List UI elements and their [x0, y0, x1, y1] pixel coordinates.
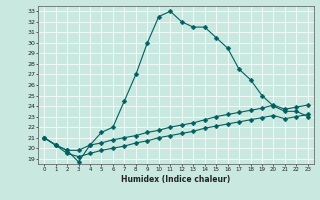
X-axis label: Humidex (Indice chaleur): Humidex (Indice chaleur): [121, 175, 231, 184]
